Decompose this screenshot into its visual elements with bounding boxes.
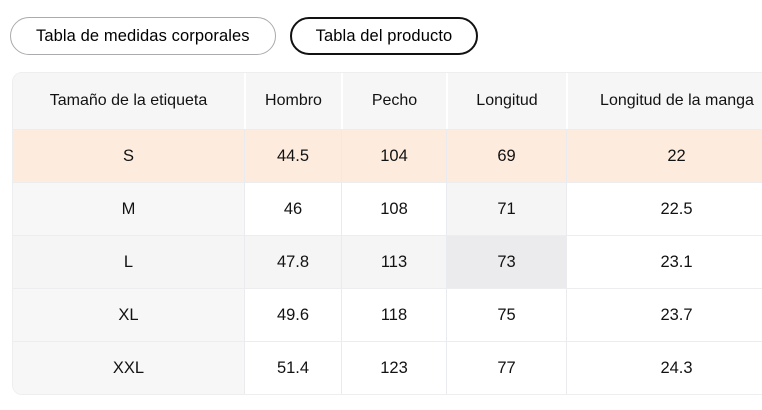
value-cell[interactable]: 69 bbox=[446, 129, 566, 182]
column-header-shoulder: Hombro bbox=[244, 73, 341, 129]
size-chart-tabs: Tabla de medidas corporales Tabla del pr… bbox=[0, 0, 762, 55]
size-cell[interactable]: XL bbox=[13, 288, 244, 341]
value-cell[interactable]: 22 bbox=[566, 129, 762, 182]
value-cell[interactable]: 47.8 bbox=[244, 235, 341, 288]
value-cell[interactable]: 23.7 bbox=[566, 288, 762, 341]
value-cell[interactable]: 24.3 bbox=[566, 341, 762, 394]
value-cell[interactable]: 123 bbox=[341, 341, 446, 394]
value-cell[interactable]: 23.1 bbox=[566, 235, 762, 288]
table-row-s: S 44.5 104 69 22 bbox=[13, 129, 762, 182]
value-cell[interactable]: 104 bbox=[341, 129, 446, 182]
size-table: Tamaño de la etiqueta Hombro Pecho Longi… bbox=[13, 73, 762, 394]
value-cell[interactable]: 118 bbox=[341, 288, 446, 341]
column-header-label-size: Tamaño de la etiqueta bbox=[13, 73, 244, 129]
size-cell[interactable]: M bbox=[13, 182, 244, 235]
table-row-xxl: XXL 51.4 123 77 24.3 bbox=[13, 341, 762, 394]
tab-body-measurements[interactable]: Tabla de medidas corporales bbox=[10, 17, 276, 55]
value-cell[interactable]: 75 bbox=[446, 288, 566, 341]
value-cell[interactable]: 108 bbox=[341, 182, 446, 235]
value-cell[interactable]: 113 bbox=[341, 235, 446, 288]
value-cell[interactable]: 46 bbox=[244, 182, 341, 235]
value-cell[interactable]: 22.5 bbox=[566, 182, 762, 235]
size-table-container: Tamaño de la etiqueta Hombro Pecho Longi… bbox=[12, 72, 762, 395]
tab-product-measurements[interactable]: Tabla del producto bbox=[289, 17, 479, 55]
size-cell[interactable]: L bbox=[13, 235, 244, 288]
value-cell-hovered[interactable]: 73 bbox=[446, 235, 566, 288]
column-header-chest: Pecho bbox=[341, 73, 446, 129]
value-cell[interactable]: 44.5 bbox=[244, 129, 341, 182]
header-row: Tamaño de la etiqueta Hombro Pecho Longi… bbox=[13, 73, 762, 129]
column-header-sleeve-length: Longitud de la manga bbox=[566, 73, 762, 129]
value-cell[interactable]: 77 bbox=[446, 341, 566, 394]
value-cell[interactable]: 51.4 bbox=[244, 341, 341, 394]
column-header-length: Longitud bbox=[446, 73, 566, 129]
table-row-xl: XL 49.6 118 75 23.7 bbox=[13, 288, 762, 341]
table-row-m: M 46 108 71 22.5 bbox=[13, 182, 762, 235]
value-cell[interactable]: 71 bbox=[446, 182, 566, 235]
table-row-l: L 47.8 113 73 23.1 bbox=[13, 235, 762, 288]
size-cell[interactable]: XXL bbox=[13, 341, 244, 394]
value-cell[interactable]: 49.6 bbox=[244, 288, 341, 341]
size-cell[interactable]: S bbox=[13, 129, 244, 182]
